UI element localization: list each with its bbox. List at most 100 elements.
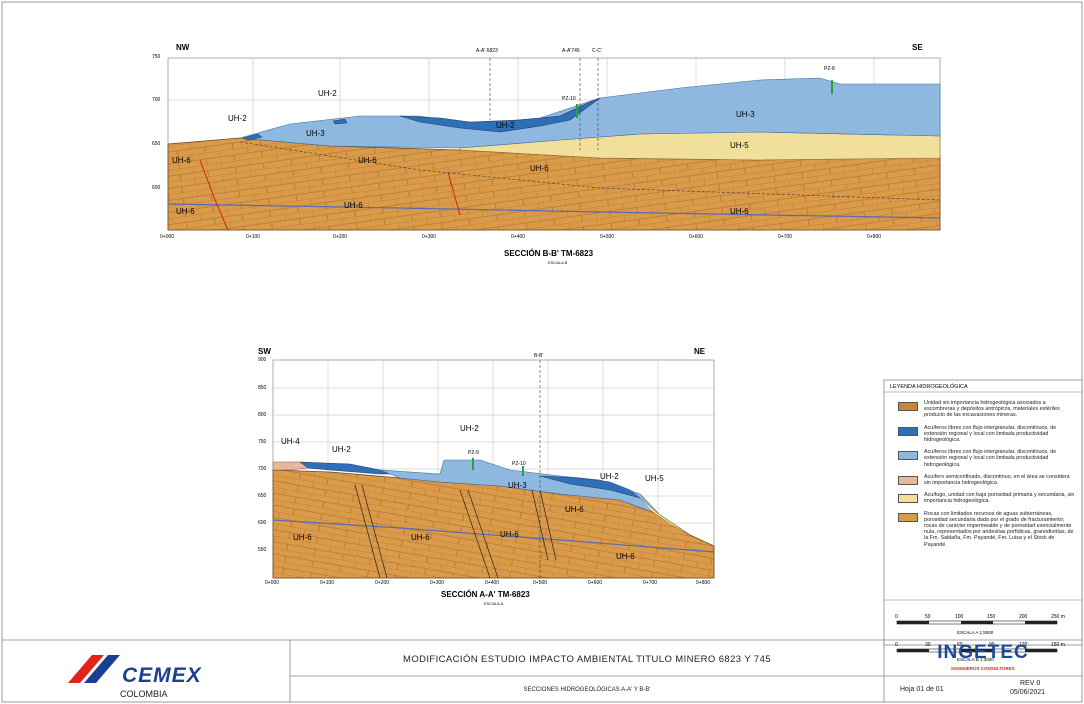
section-bb-dir-right: SE [912, 43, 923, 52]
section-aa-label-uh2: UH-2 [332, 445, 351, 454]
section-bb-xtick: 0+600 [689, 234, 704, 240]
ingetec-logo: INGETEC [937, 642, 1029, 663]
section-bb-faults [199, 159, 461, 231]
section-bb-label-uh6: UH-6 [344, 201, 363, 210]
project-title: MODIFICACIÓN ESTUDIO IMPACTO AMBIENTAL T… [403, 654, 771, 665]
scale-a-tick: 150 [987, 614, 996, 620]
section-bb-ytick-600: 600 [152, 185, 161, 191]
scale-a-label: ESCALA A 1:5000 [957, 630, 994, 635]
section-aa-uh2-right [539, 475, 641, 499]
legend-swatch [898, 451, 918, 461]
legend-item-text: Acuíferos libres con flujo intergranular… [924, 424, 1057, 444]
section-bb-uh2-lens-a [242, 133, 263, 141]
section-bb-title: SECCIÓN B-B' TM-6823 [504, 249, 594, 258]
section-aa [272, 359, 715, 579]
section-aa-label-uh6: UH-6 [565, 505, 584, 514]
section-aa-label-uh6: UH-6 [500, 530, 519, 539]
legend-item: Acuíferos libres con flujo intergranular… [898, 425, 1076, 444]
section-aa-uh4-body [272, 461, 309, 471]
section-aa-faults [354, 484, 557, 579]
section-bb-ytick-700: 700 [152, 97, 161, 103]
section-bb-label-uh6: UH-6 [358, 156, 377, 165]
section-bb-label-uh6: UH-6 [176, 207, 195, 216]
legend-item-text: Unidad sin importancia hidrogeológica as… [924, 400, 1060, 419]
scale-b-tick: 90 [989, 642, 995, 648]
legend-items: Unidad sin importancia hidrogeológica as… [886, 394, 1080, 548]
section-aa-ytick: 900 [258, 357, 267, 363]
scale-a-tick: 100 [955, 614, 964, 620]
legend-swatch [898, 402, 918, 411]
legend-swatch [898, 512, 918, 522]
section-bb-label-uh6: UH-6 [172, 156, 191, 165]
section-aa-label-pz10: PZ-10 [512, 461, 526, 467]
section-aa-xtick: 0+500 [533, 580, 548, 586]
section-aa-xtick: 0+300 [430, 580, 445, 586]
legend-item: Rocas con limitados recursos de aguas su… [898, 511, 1076, 548]
section-bb-uh2-body [399, 97, 601, 133]
scale-a-tick: 0 [895, 614, 898, 620]
section-bb-contacts [239, 58, 941, 201]
section-aa-label-uh3: UH-3 [508, 481, 527, 490]
section-aa-label-uh2: UH-2 [600, 472, 619, 481]
section-aa-scale: ESCALA A [484, 601, 504, 606]
title-block-frame [2, 639, 1082, 702]
section-bb-label-uh6: UH-6 [730, 207, 749, 216]
section-bb-ytick-650: 650 [152, 141, 161, 147]
section-bb-ref-aa6823: A-A' 6823 [476, 48, 498, 54]
section-bb-label-uh3: UH-3 [306, 129, 325, 138]
legend-item-text: Acuíferos libres con flujo intergranular… [924, 449, 1057, 468]
section-bb-ytick-750: 750 [152, 54, 161, 60]
section-bb-dir-left: NW [176, 43, 190, 52]
section-aa-ytick: 550 [258, 547, 267, 553]
section-bb-label-uh2: UH-2 [496, 121, 515, 130]
scale-a-tick: 50 [925, 614, 931, 620]
section-aa-uh5-body [639, 497, 691, 536]
ingetec-subtitle: INGENIEROS CONSULTORES [951, 666, 1015, 671]
section-bb-xtick: 0+300 [422, 234, 437, 240]
section-bb-xtick: 0+200 [333, 234, 348, 240]
scale-b-tick: 150 m [1051, 642, 1065, 648]
cemex-logo [68, 655, 120, 683]
section-bb-ref-cc: C-C' [592, 48, 602, 54]
section-bb-label-pz10: PZ-10 [562, 96, 576, 102]
section-bb-xtick: 0+800 [867, 234, 882, 240]
scale-b-tick: 30 [925, 642, 931, 648]
section-aa-dir-right: NE [694, 347, 706, 356]
section-aa-label-uh6: UH-6 [293, 533, 312, 542]
section-aa-title: SECCIÓN A-A' TM-6823 [441, 590, 530, 599]
section-bb [167, 57, 941, 231]
section-aa-ytick: 800 [258, 412, 267, 418]
legend-item-text: Acuífugo, unidad con baja porosidad prim… [924, 492, 1075, 505]
scale-b-label: ESCALA B 1:3000 [957, 657, 994, 662]
section-aa-label-uh5: UH-5 [645, 474, 664, 483]
section-bb-scale: ESCALA B [548, 260, 568, 265]
legend-item: Unidad sin importancia hidrogeológica as… [898, 400, 1076, 419]
scale-bar-a [896, 620, 1058, 625]
legend-swatch [898, 426, 918, 436]
section-bb-label-uh5: UH-5 [730, 141, 749, 150]
section-aa-xtick: 0+000 [265, 580, 280, 586]
scale-a-tick: 200 [1019, 614, 1028, 620]
cemex-country: COLOMBIA [120, 689, 168, 699]
section-bb-water-table [167, 203, 941, 219]
section-bb-xtick: 0+100 [246, 234, 261, 240]
section-bb-label-uh3: UH-3 [736, 110, 755, 119]
legend-frame [883, 379, 1083, 646]
scale-b-tick: 120 [1019, 642, 1028, 648]
section-bb-uh2-lens-b [332, 118, 348, 125]
section-bb-xtick: 0+400 [511, 234, 526, 240]
section-aa-xtick: 0+200 [375, 580, 390, 586]
section-aa-ytick: 750 [258, 439, 267, 445]
sheet-number: Hoja 01 de 01 [900, 686, 944, 693]
section-bb-label-pz8: PZ-8 [824, 66, 835, 72]
drawing-title: SECCIONES HIDROGEOLÓGICAS A-A' Y B-B' [523, 687, 651, 693]
section-bb-label-uh2: UH-2 [228, 114, 247, 123]
legend-swatch [898, 475, 918, 485]
revision: REV 0 [1020, 680, 1041, 687]
section-aa-label-uh6: UH-6 [616, 552, 635, 561]
legend-title: LEYENDA HIDROGEOLÓGICA [890, 384, 968, 390]
section-aa-label-uh6: UH-6 [411, 533, 430, 542]
section-bb-xtick: 0+700 [778, 234, 793, 240]
